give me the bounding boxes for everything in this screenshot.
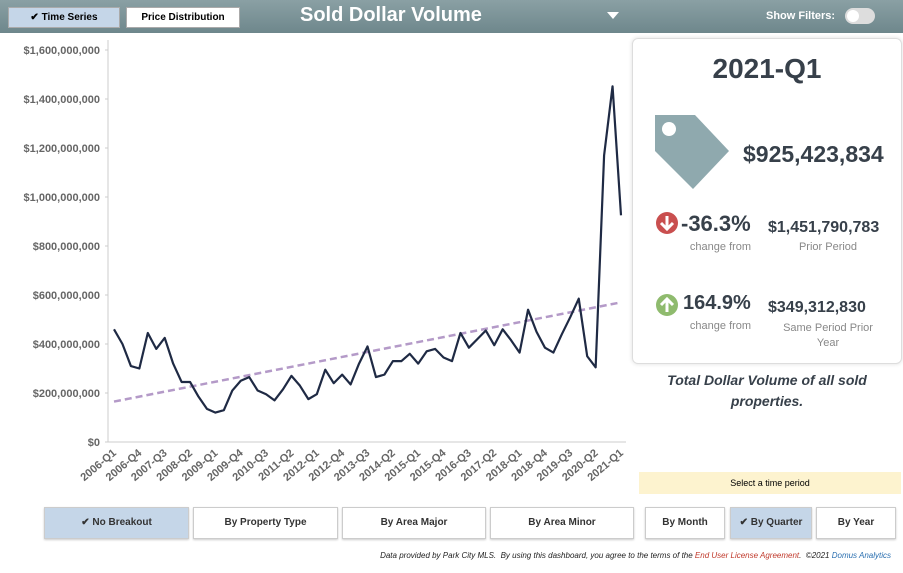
y-tick-label: $1,000,000,000	[24, 192, 100, 204]
y-tick-label: $400,000,000	[33, 339, 100, 351]
value: $925,423,834	[743, 141, 884, 167]
caption: change from	[689, 241, 752, 253]
filter-label: Show Filters:	[766, 10, 836, 22]
filter-toggle[interactable]	[845, 8, 875, 24]
caption: Same Period Prior Year	[783, 322, 873, 349]
title: Sold Dollar Volume	[300, 4, 482, 26]
time-series-tab[interactable]: ✔ Time Series	[8, 7, 120, 28]
caption: Prior Period	[798, 241, 858, 253]
license-link[interactable]: End User License Agreement	[694, 551, 800, 560]
footer: Data provided by Park City MLS. By using…	[380, 551, 891, 560]
change-year: 164.9%	[683, 292, 751, 314]
footer-text: . ©2021	[799, 551, 830, 560]
tab-label: Time Series	[41, 12, 98, 23]
y-tick-label: $800,000,000	[33, 241, 100, 253]
button-label: By Quarter	[750, 517, 803, 528]
series-line	[113, 85, 623, 414]
footer-text: Data provided by Park City MLS. By using…	[380, 551, 693, 560]
change-prior: -36.3%	[681, 211, 751, 236]
prior-value: $1,451,790,783	[768, 219, 880, 236]
breakout-button[interactable]: By Property Type	[193, 507, 338, 539]
y-tick-label: $600,000,000	[33, 290, 100, 302]
breakout-button[interactable]: By Area Major	[342, 507, 486, 539]
price-distribution-tab[interactable]: Price Distribution	[126, 7, 240, 28]
y-tick-label: $1,200,000,000	[24, 143, 100, 155]
period-button[interactable]: ✔ By Quarter	[730, 507, 812, 539]
brand-link[interactable]: Domus Analytics	[831, 551, 891, 560]
chart: $0 $200,000,000 $400,000,000 $600,000,000 $8…	[24, 40, 626, 484]
period-prompt: Select a time period	[639, 472, 901, 494]
period-button[interactable]: By Year	[816, 507, 896, 539]
description: Total Dollar Volume of all sold properti…	[667, 372, 867, 409]
caption: change from	[689, 320, 752, 332]
trend-line	[113, 301, 622, 403]
dropdown-arrow[interactable]	[607, 12, 619, 19]
period-button[interactable]: By Month	[645, 507, 725, 539]
down-icon	[656, 212, 678, 234]
breakout-button[interactable]: By Area Minor	[490, 507, 634, 539]
button-label: No Breakout	[92, 517, 152, 528]
y-tick-label: $200,000,000	[33, 388, 100, 400]
summary-card: 2021-Q1 $925,423,834 -36.3% change from …	[632, 38, 902, 364]
y-tick-label: $1,400,000,000	[24, 94, 100, 106]
breakout-button[interactable]: ✔ No Breakout	[44, 507, 189, 539]
y-tick-label: $1,600,000,000	[24, 45, 100, 57]
y-tick-label: $0	[88, 437, 100, 449]
tag-icon	[655, 115, 729, 189]
period: 2021-Q1	[712, 53, 822, 84]
year-value: $349,312,830	[768, 299, 866, 316]
up-icon	[656, 294, 678, 316]
